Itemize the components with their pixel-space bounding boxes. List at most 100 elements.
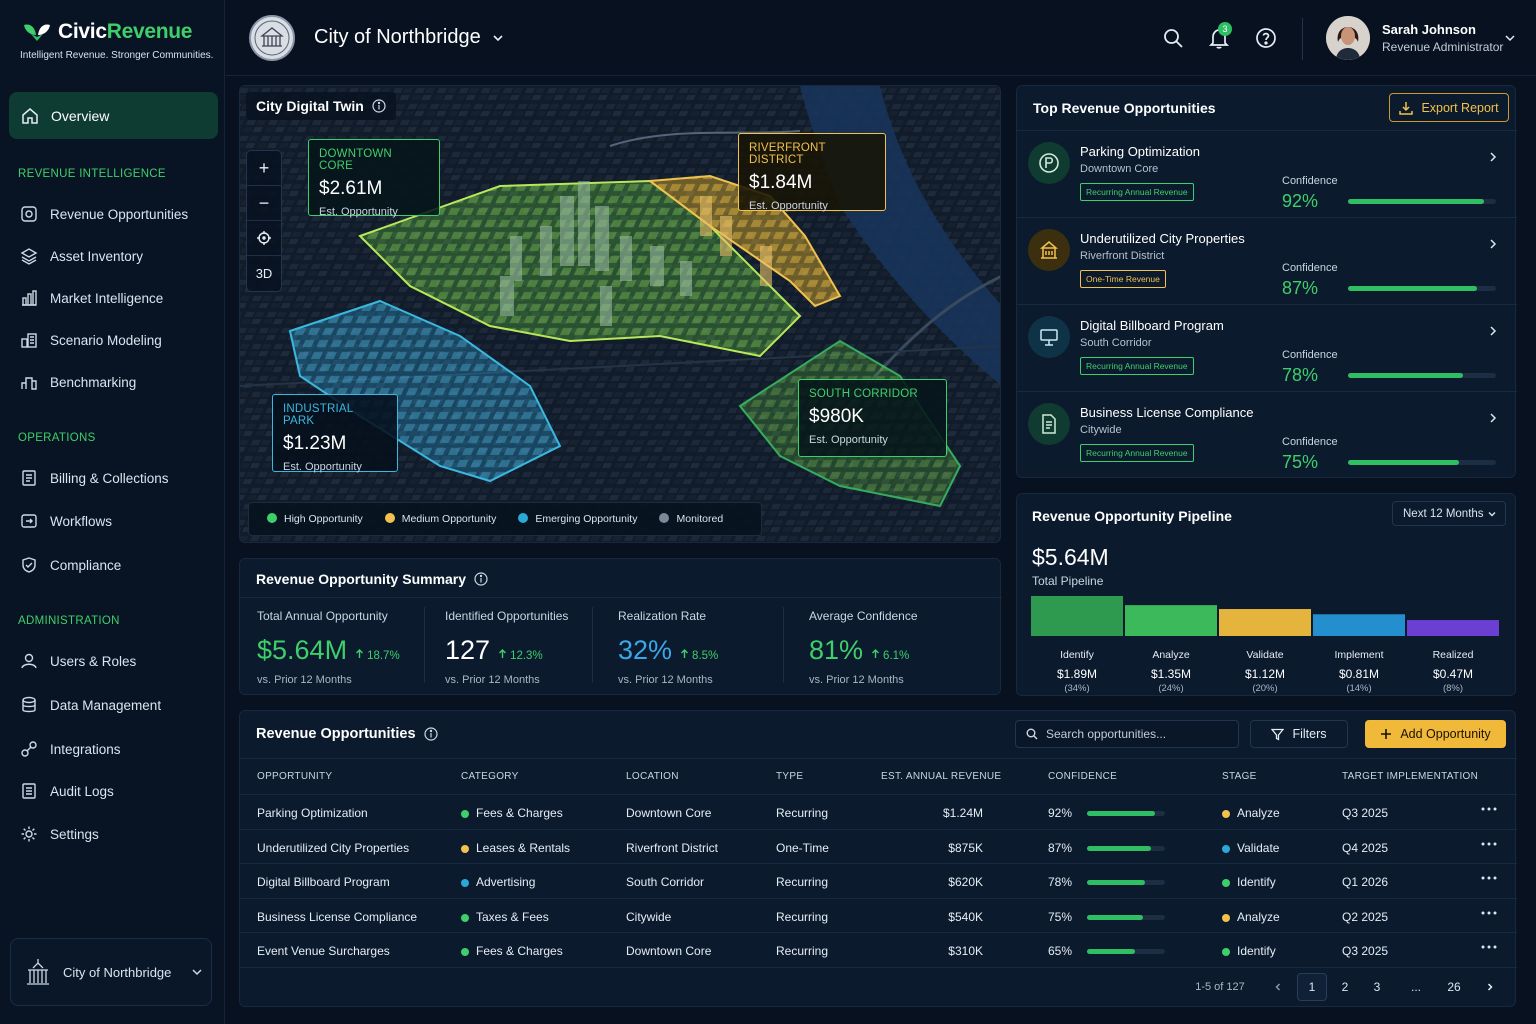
- legend-item[interactable]: Medium Opportunity: [384, 513, 496, 525]
- column-header-stage[interactable]: STAGE: [1222, 771, 1257, 782]
- column-header-location[interactable]: LOCATION: [626, 771, 679, 782]
- info-icon[interactable]: [423, 727, 438, 741]
- pipeline-bar-realized[interactable]: [1407, 620, 1499, 636]
- chevron-right-icon[interactable]: [1487, 151, 1499, 163]
- opportunity-card[interactable]: Business License Compliance Citywide Recur…: [1017, 391, 1517, 478]
- chevron-right-icon[interactable]: [1487, 238, 1499, 250]
- nav-item-benchmarking[interactable]: Benchmarking: [20, 371, 136, 393]
- opportunity-card[interactable]: Digital Billboard Program South Corridor R…: [1017, 304, 1517, 391]
- confidence-bar: [1087, 949, 1165, 955]
- cell-location: Downtown Core: [626, 806, 712, 820]
- column-header-category[interactable]: CATEGORY: [461, 771, 519, 782]
- column-header-target-implementation[interactable]: TARGET IMPLEMENTATION: [1342, 771, 1479, 782]
- export-report-button[interactable]: Export Report: [1389, 93, 1509, 122]
- brand[interactable]: CivicRevenue Intelligent Revenue. Strong…: [20, 20, 213, 61]
- zone-value: $1.23M: [283, 433, 347, 454]
- table-row[interactable]: Event Venue Surcharges Fees & Charges Down…: [240, 932, 1517, 967]
- nav-item-workflows[interactable]: Workflows: [20, 510, 112, 532]
- nav-item-data-management[interactable]: Data Management: [20, 694, 161, 716]
- zone-card-industrial[interactable]: INDUSTRIAL PARK $1.23M Est. Opportunity: [272, 394, 398, 473]
- panel-title: Top Revenue Opportunities: [1033, 100, 1216, 116]
- row-actions-menu[interactable]: [1480, 904, 1498, 927]
- legend-item[interactable]: Monitored: [659, 513, 723, 525]
- city-digital-twin-map[interactable]: City Digital Twin + − 3D DOWNTOWN CORE $…: [239, 85, 1001, 543]
- opportunity-card[interactable]: Underutilized City Properties Riverfront …: [1017, 217, 1517, 304]
- info-icon[interactable]: [372, 99, 386, 113]
- table-row[interactable]: Digital Billboard Program Advertising Sout…: [240, 863, 1517, 898]
- pipeline-bar-implement[interactable]: [1313, 614, 1405, 636]
- gear-icon: [20, 825, 38, 843]
- category-dot: [461, 810, 469, 818]
- table-row[interactable]: Parking Optimization Fees & Charges Downto…: [240, 794, 1517, 829]
- chevron-down-icon[interactable]: [1504, 32, 1516, 44]
- nav-item-market-intelligence[interactable]: Market Intelligence: [20, 287, 163, 309]
- opportunity-card[interactable]: Parking Optimization Downtown Core Recurri…: [1017, 130, 1517, 217]
- help-icon[interactable]: [1255, 27, 1277, 49]
- cell-opportunity[interactable]: Event Venue Surcharges: [257, 944, 390, 959]
- column-header-opportunity[interactable]: OPPORTUNITY: [257, 771, 333, 782]
- page-button-2[interactable]: 2: [1341, 980, 1349, 994]
- prev-page-button[interactable]: [1268, 973, 1288, 1001]
- add-opportunity-label: Add Opportunity: [1400, 727, 1491, 741]
- 3d-toggle-button[interactable]: 3D: [255, 266, 273, 281]
- kpi-label: Total Annual Opportunity: [257, 609, 388, 623]
- table-row[interactable]: Underutilized City Properties Leases & Re…: [240, 828, 1517, 864]
- nav-item-asset-inventory[interactable]: Asset Inventory: [20, 245, 143, 267]
- cell-opportunity[interactable]: Digital Billboard Program: [257, 875, 390, 890]
- nav-item-overview[interactable]: Overview: [9, 92, 218, 139]
- nav-item-scenario-modeling[interactable]: Scenario Modeling: [20, 329, 162, 351]
- cell-opportunity[interactable]: Underutilized City Properties: [257, 840, 410, 855]
- nav-item-users-roles[interactable]: Users & Roles: [20, 650, 136, 672]
- page-button-1[interactable]: 1: [1297, 973, 1327, 1001]
- row-actions-menu[interactable]: [1480, 938, 1498, 961]
- nav-item-compliance[interactable]: Compliance: [20, 554, 121, 576]
- cell-type: Recurring: [776, 909, 829, 924]
- avatar[interactable]: [1326, 16, 1370, 60]
- org-switcher[interactable]: City of Northbridge: [10, 938, 212, 1006]
- confidence-value: 92%: [1282, 191, 1319, 211]
- pipeline-bar-identify[interactable]: [1031, 596, 1123, 636]
- user-name[interactable]: Sarah Johnson: [1382, 22, 1476, 37]
- confidence-bar-fill: [1087, 845, 1152, 851]
- opportunity-name: Parking Optimization: [1080, 144, 1200, 159]
- search-opportunities-input[interactable]: Search opportunities...: [1015, 720, 1239, 748]
- next-page-button[interactable]: [1480, 973, 1500, 1001]
- cell-opportunity[interactable]: Parking Optimization: [257, 806, 368, 820]
- page-button-3[interactable]: 3: [1373, 980, 1381, 994]
- filters-button[interactable]: Filters: [1250, 720, 1348, 748]
- zoom-in-button[interactable]: +: [247, 151, 281, 186]
- column-header-confidence[interactable]: CONFIDENCE: [1048, 771, 1118, 782]
- legend-item[interactable]: Emerging Opportunity: [518, 513, 637, 525]
- row-actions-menu[interactable]: [1480, 800, 1498, 823]
- cell-location: South Corridor: [626, 875, 705, 890]
- cell-type: Recurring: [776, 806, 829, 820]
- row-actions-menu[interactable]: [1480, 869, 1498, 892]
- page-button-26[interactable]: 26: [1447, 980, 1461, 994]
- cell-opportunity[interactable]: Business License Compliance: [257, 909, 418, 924]
- column-header-est-annual-revenue[interactable]: EST. ANNUAL REVENUE: [881, 771, 1002, 782]
- period-select[interactable]: Next 12 Months: [1392, 501, 1506, 526]
- row-actions-menu[interactable]: [1480, 835, 1498, 858]
- nav-item-revenue-opportunities[interactable]: Revenue Opportunities: [20, 203, 188, 225]
- nav-item-integrations[interactable]: Integrations: [20, 738, 121, 760]
- city-selector[interactable]: City of Northbridge: [314, 26, 505, 49]
- nav-item-settings[interactable]: Settings: [20, 823, 99, 845]
- nav-item-audit-logs[interactable]: Audit Logs: [20, 780, 114, 802]
- zoom-out-button[interactable]: −: [247, 186, 281, 221]
- legend-item[interactable]: High Opportunity: [267, 513, 363, 525]
- zone-card-south-corridor[interactable]: SOUTH CORRIDOR $980K Est. Opportunity: [798, 379, 947, 457]
- add-opportunity-button[interactable]: Add Opportunity: [1365, 720, 1506, 748]
- column-header-type[interactable]: TYPE: [776, 771, 804, 782]
- chevron-right-icon[interactable]: [1487, 412, 1499, 424]
- info-icon[interactable]: [474, 572, 488, 586]
- chevron-right-icon[interactable]: [1487, 325, 1499, 337]
- search-icon[interactable]: [1162, 27, 1184, 49]
- zone-card-downtown[interactable]: DOWNTOWN CORE $2.61M Est. Opportunity: [308, 139, 440, 218]
- pipeline-bar-analyze[interactable]: [1125, 605, 1217, 636]
- nav-item-billing-collections[interactable]: Billing & Collections: [20, 467, 169, 489]
- confidence-bar: [1348, 373, 1496, 378]
- recenter-button[interactable]: [247, 221, 281, 256]
- table-row[interactable]: Business License Compliance Taxes & Fees C…: [240, 897, 1517, 933]
- pipeline-bar-validate[interactable]: [1219, 609, 1311, 636]
- zone-card-riverfront[interactable]: RIVERFRONT DISTRICT $1.84M Est. Opportun…: [738, 133, 886, 212]
